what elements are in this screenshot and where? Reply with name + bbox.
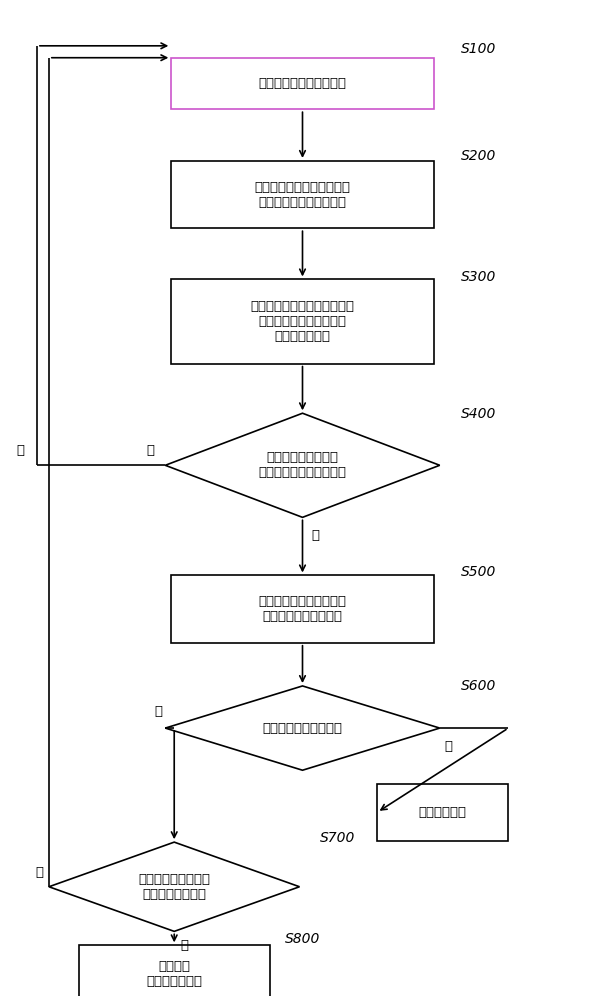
Text: S600: S600 [460, 679, 496, 693]
Text: S500: S500 [460, 565, 496, 579]
Text: S200: S200 [460, 149, 496, 163]
Text: 结束挡位切换: 结束挡位切换 [419, 806, 466, 819]
Bar [377, 784, 508, 841]
Text: 是: 是 [312, 529, 319, 542]
Text: 挡位切换失败的次数
是否大于设定次数: 挡位切换失败的次数 是否大于设定次数 [138, 873, 210, 901]
Text: 根据所述拨叉的所述实际
位移，控制挡位的切换: 根据所述拨叉的所述实际 位移，控制挡位的切换 [258, 595, 347, 623]
Text: 否: 否 [17, 444, 25, 457]
Text: 所述拨叉的实际位移
与所述期望位移是否相等: 所述拨叉的实际位移 与所述期望位移是否相等 [258, 451, 347, 479]
Text: 是: 是 [445, 740, 453, 753]
Text: S400: S400 [460, 407, 496, 421]
Bar [171, 161, 434, 228]
Bar [171, 575, 434, 643]
Text: 否: 否 [146, 444, 154, 457]
Polygon shape [165, 686, 440, 770]
Text: 获取变速箱实时运行参数: 获取变速箱实时运行参数 [258, 77, 347, 90]
Text: 是: 是 [180, 939, 188, 952]
Text: S300: S300 [460, 270, 496, 284]
Text: 根据所述期望位移控制所述拨
叉发生位移，以得到所述
拨叉的实际位移: 根据所述期望位移控制所述拨 叉发生位移，以得到所述 拨叉的实际位移 [250, 300, 355, 343]
Text: 根据所述变速箱实时运行参
数，计算拨叉的期望位移: 根据所述变速箱实时运行参 数，计算拨叉的期望位移 [255, 181, 350, 209]
Polygon shape [165, 413, 440, 517]
Text: 检测挡位切换是否成功: 检测挡位切换是否成功 [263, 722, 342, 735]
Polygon shape [49, 842, 299, 931]
Text: 否: 否 [35, 866, 43, 879]
Text: S100: S100 [460, 42, 496, 56]
Text: S800: S800 [284, 932, 320, 946]
Bar [171, 279, 434, 364]
Text: 否: 否 [154, 705, 162, 718]
Text: 报告故障
并进入自检模式: 报告故障 并进入自检模式 [146, 960, 202, 988]
Text: S700: S700 [321, 831, 356, 845]
Bar [79, 945, 270, 1000]
Bar [171, 58, 434, 109]
